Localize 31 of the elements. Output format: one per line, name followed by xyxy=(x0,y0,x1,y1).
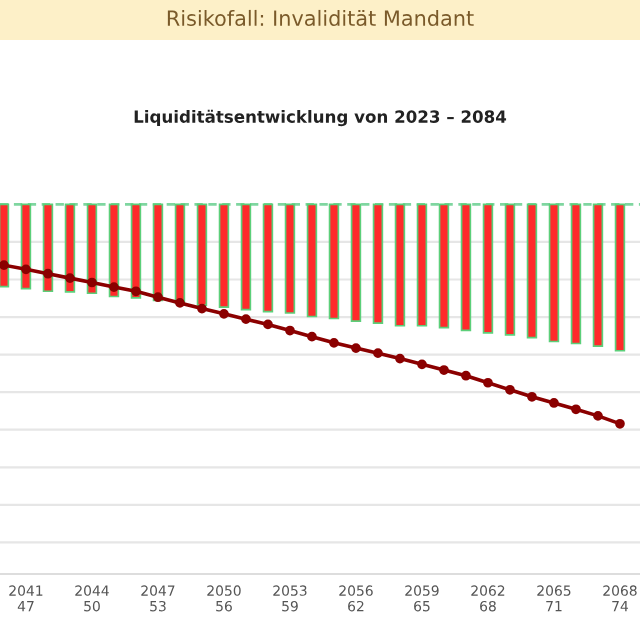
point xyxy=(219,309,229,319)
point xyxy=(527,391,537,402)
point xyxy=(0,260,9,271)
point xyxy=(263,319,273,330)
point xyxy=(505,384,515,395)
point xyxy=(197,303,207,314)
point xyxy=(615,418,625,429)
point xyxy=(241,314,251,324)
point xyxy=(65,273,75,283)
point xyxy=(549,398,559,408)
point xyxy=(483,377,493,388)
point xyxy=(373,348,383,358)
chart-title: Risikofall: Invalidität Mandant xyxy=(167,9,474,27)
point xyxy=(21,264,31,275)
point xyxy=(571,404,581,415)
point xyxy=(87,277,97,288)
point xyxy=(307,331,317,342)
point xyxy=(593,411,603,421)
point xyxy=(439,365,449,375)
point xyxy=(285,325,295,336)
point xyxy=(417,359,427,370)
point xyxy=(153,292,163,303)
point xyxy=(329,337,339,348)
point xyxy=(131,286,141,297)
point xyxy=(175,298,185,308)
point xyxy=(351,343,361,353)
chart-subtitle: Liquiditätsentwicklung von 2023 – 2084 xyxy=(134,109,507,127)
point xyxy=(109,282,119,292)
point xyxy=(43,268,53,279)
point xyxy=(395,353,405,364)
point xyxy=(461,370,471,381)
